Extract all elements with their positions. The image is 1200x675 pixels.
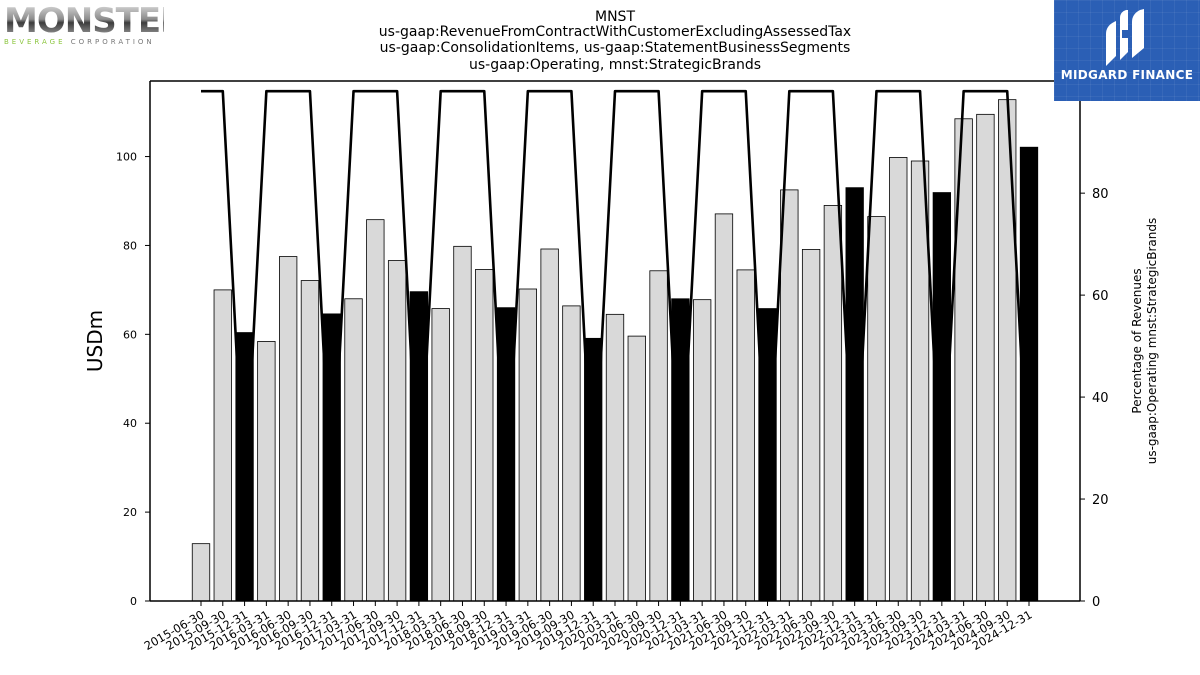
bar — [758, 308, 777, 602]
bar — [671, 298, 690, 602]
bar-series — [191, 99, 1039, 602]
y-tick-label: 40 — [123, 417, 137, 430]
y-tick-label: 60 — [123, 328, 137, 341]
bar — [409, 291, 429, 602]
bar — [387, 260, 407, 602]
bar — [780, 189, 799, 602]
bar — [300, 280, 320, 602]
bar — [976, 113, 995, 602]
bar — [562, 305, 581, 602]
y-tick-label: 0 — [130, 595, 137, 608]
y2-tick-label: 20 — [1092, 493, 1109, 508]
bar — [322, 313, 341, 602]
y-tick-label: 80 — [123, 239, 137, 252]
bar — [257, 341, 276, 602]
bar — [801, 249, 821, 602]
y2-tick-label: 80 — [1092, 187, 1109, 202]
y-tick-label: 100 — [116, 151, 137, 164]
bar — [714, 213, 734, 602]
percentage-line — [201, 89, 1031, 506]
bar — [279, 256, 298, 602]
title-line-4: us-gaap:Operating, mnst:StrategicBrands — [469, 57, 761, 73]
bar — [518, 288, 537, 602]
bar — [366, 219, 385, 602]
y-axis-label: USDm — [83, 310, 107, 372]
bar — [736, 269, 755, 602]
monster-logo: MONSTER BEVERAGE CORPORATION — [4, 1, 186, 48]
midgard-emblem-icon — [1106, 9, 1144, 66]
bar — [867, 216, 886, 602]
bar — [344, 298, 363, 602]
bar — [693, 299, 712, 602]
monster-logo-sub-b: CORPORATION — [70, 38, 155, 46]
title-line-1: MNST — [595, 9, 635, 25]
bar — [431, 308, 450, 602]
bar — [191, 543, 211, 602]
title-line-2: us-gaap:RevenueFromContractWithCustomerE… — [379, 24, 851, 40]
y2-axis-label-line-1: Percentage of Revenues — [1130, 268, 1144, 413]
monster-logo-wordmark: MONSTER — [4, 1, 186, 41]
bar — [649, 270, 668, 602]
monster-logo-sub-a: BEVERAGE — [4, 38, 66, 46]
y-tick-label: 20 — [123, 506, 137, 519]
midgard-finance-logo: MIDGARD FINANCE — [1054, 0, 1200, 101]
y2-tick-label: 0 — [1092, 595, 1100, 610]
bar — [823, 205, 843, 602]
line-series — [201, 89, 1031, 506]
bar — [475, 269, 494, 602]
bar — [889, 157, 908, 602]
bar — [605, 313, 625, 602]
bar — [453, 245, 472, 602]
y2-tick-label: 60 — [1092, 289, 1109, 304]
monster-logo-subtitle: BEVERAGE CORPORATION — [4, 38, 164, 47]
y2-axis-label-line-2: us-gaap:Operating mnst:StrategicBrands — [1145, 218, 1159, 465]
bar — [627, 335, 646, 602]
axis-labels: USDm Percentage of Revenues us-gaap:Oper… — [83, 218, 1159, 465]
bar — [496, 307, 516, 602]
y2-tick-label: 40 — [1092, 391, 1109, 406]
bar — [540, 248, 559, 602]
bar — [213, 289, 232, 602]
midgard-finance-text: MIDGARD FINANCE — [1060, 68, 1194, 82]
chart-title: MNST us-gaap:RevenueFromContractWithCust… — [379, 9, 851, 73]
bar — [998, 99, 1017, 602]
axes: 0204060801000204060801002015-06-302015-0… — [116, 80, 1117, 653]
title-line-3: us-gaap:ConsolidationItems, us-gaap:Stat… — [380, 40, 851, 56]
